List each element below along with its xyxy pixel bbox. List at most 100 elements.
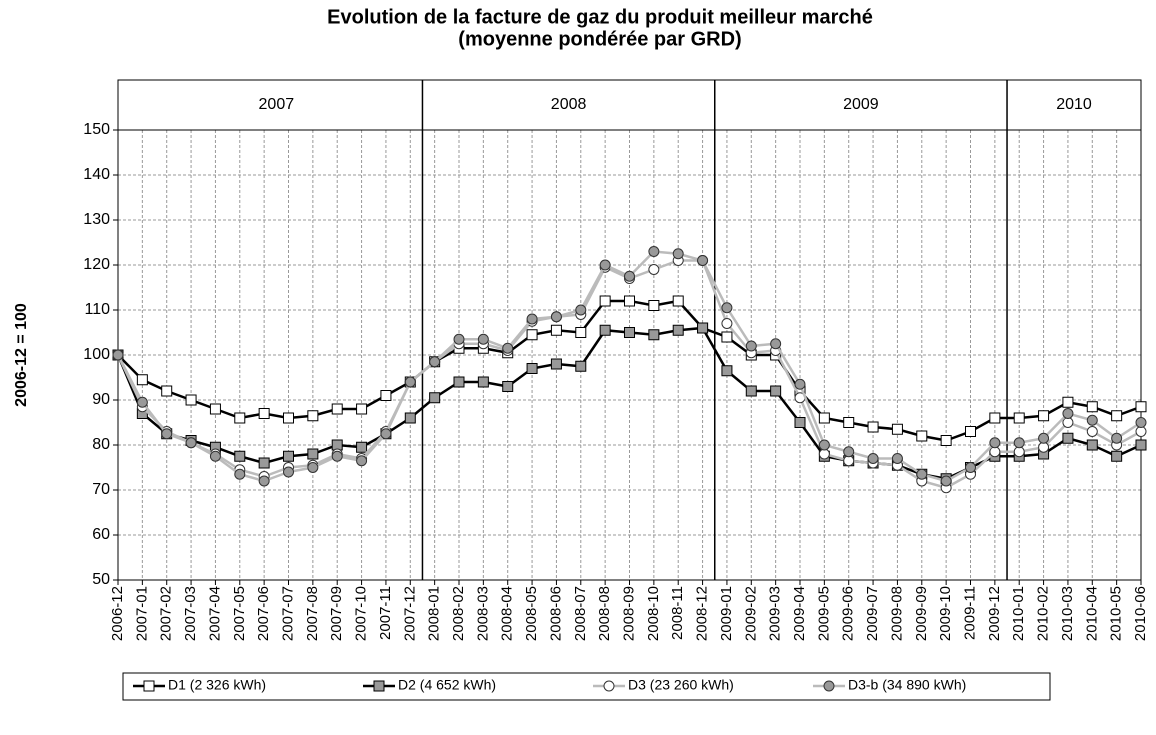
x-tick-label: 2008-03: [474, 586, 491, 641]
x-tick-label: 2009-08: [888, 586, 905, 641]
marker: [1135, 417, 1147, 428]
marker: [1038, 410, 1050, 422]
chart-title: Evolution de la facture de gaz du produi…: [327, 6, 873, 28]
marker: [1111, 410, 1123, 422]
marker: [648, 329, 660, 341]
marker: [599, 295, 611, 307]
y-tick-label: 70: [92, 481, 110, 498]
marker: [770, 385, 782, 397]
marker: [989, 412, 1001, 424]
marker: [575, 304, 587, 316]
series-line: [116, 259, 1142, 490]
x-tick-label: 2008-10: [645, 586, 662, 641]
x-tick-label: 2007-11: [377, 586, 394, 640]
x-tick-label: 2008-12: [694, 586, 711, 641]
marker: [672, 295, 684, 307]
marker: [1086, 414, 1098, 426]
marker: [794, 378, 806, 390]
x-tick-label: 2008-09: [620, 586, 637, 641]
marker: [745, 385, 757, 397]
x-tick-label: 2009-09: [913, 586, 930, 641]
x-tick-label: 2009-07: [864, 586, 881, 641]
x-tick-label: 2010-06: [1132, 586, 1149, 641]
x-tick-label: 2007-07: [279, 586, 296, 641]
x-tick-label: 2008-07: [572, 586, 589, 641]
marker: [550, 358, 562, 370]
x-tick-label: 2008-05: [523, 586, 540, 641]
marker: [916, 468, 928, 480]
marker: [477, 376, 489, 388]
year-label: 2009: [843, 96, 879, 113]
marker: [136, 374, 148, 386]
marker: [1038, 432, 1050, 444]
marker: [1062, 408, 1074, 419]
marker: [283, 466, 294, 478]
x-tick-label: 2007-09: [328, 586, 345, 641]
marker: [648, 264, 660, 275]
plot-frame: [117, 79, 1142, 581]
marker: [234, 468, 246, 480]
marker: [258, 408, 270, 419]
x-tick-label: 2009-10: [937, 586, 954, 641]
marker: [307, 462, 319, 473]
marker: [1086, 439, 1098, 451]
marker: [697, 322, 709, 334]
marker: [965, 462, 976, 473]
x-tick-label: 2007-06: [255, 586, 272, 641]
marker: [258, 475, 270, 487]
marker: [1013, 412, 1025, 424]
marker: [502, 381, 514, 392]
x-tick-label: 2009-04: [791, 586, 808, 641]
marker: [477, 333, 489, 345]
year-label: 2010: [1056, 96, 1092, 113]
legend-marker: [373, 680, 385, 692]
marker: [356, 441, 368, 453]
marker: [721, 331, 733, 343]
x-tick-label: 2009-03: [767, 586, 784, 641]
y-tick-label: 90: [92, 391, 110, 408]
marker: [526, 313, 538, 325]
x-tick-label: 2007-10: [353, 586, 370, 641]
marker: [404, 376, 416, 388]
x-tick-label: 2006-12: [109, 586, 126, 641]
x-tick-label: 2007-12: [401, 586, 418, 641]
marker: [380, 428, 392, 440]
x-tick-label: 2010-05: [1108, 586, 1125, 641]
marker: [770, 338, 782, 350]
x-tick-label: 2008-01: [426, 586, 443, 641]
x-tick-label: 2009-02: [742, 586, 759, 641]
marker: [356, 455, 368, 467]
x-tick-label: 2009-01: [718, 586, 735, 641]
marker: [1135, 401, 1147, 413]
marker: [624, 327, 635, 338]
marker: [550, 324, 562, 336]
marker: [453, 376, 465, 388]
y-tick-label: 110: [84, 301, 110, 318]
marker: [1135, 439, 1147, 451]
y-tick-label: 80: [92, 436, 110, 453]
marker: [721, 302, 733, 314]
marker: [940, 475, 952, 487]
x-tick-label: 2007-05: [231, 586, 248, 641]
y-tick-label: 60: [92, 526, 110, 543]
marker: [356, 403, 368, 415]
x-tick-label: 2008-06: [547, 586, 564, 641]
marker: [1013, 437, 1025, 449]
y-axis-label: 2006-12 = 100: [13, 303, 30, 407]
marker: [575, 327, 587, 338]
legend-marker: [823, 680, 835, 692]
chart-subtitle: (moyenne pondérée par GRD): [458, 28, 741, 50]
marker: [453, 333, 465, 345]
marker: [818, 439, 830, 451]
marker: [624, 270, 635, 282]
legend-marker: [603, 680, 615, 692]
marker: [1111, 432, 1123, 444]
marker: [234, 450, 246, 462]
x-tick-label: 2008-08: [596, 586, 613, 641]
y-tick-label: 140: [83, 166, 110, 183]
x-tick-label: 2010-03: [1059, 586, 1076, 641]
x-tick-label: 2009-06: [840, 586, 857, 641]
marker: [624, 295, 635, 307]
year-label: 2008: [551, 96, 587, 113]
